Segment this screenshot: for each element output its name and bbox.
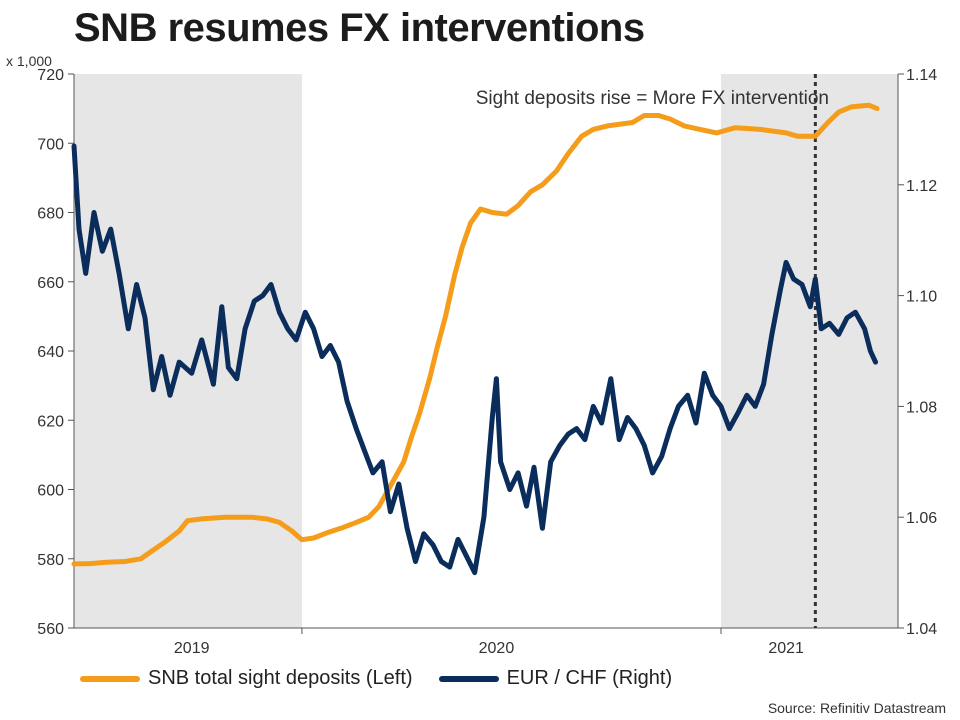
- right-tick-label: 1.08: [906, 399, 937, 416]
- legend-label-deposits: SNB total sight deposits (Left): [148, 667, 413, 689]
- eurchf-line: [71, 143, 878, 576]
- x-tick-label: 2021: [768, 640, 804, 657]
- right-axis-ticks: 1.04 1.06 1.08 1.10 1.12 1.14: [898, 67, 937, 638]
- legend-label-eurchf: EUR / CHF (Right): [506, 667, 673, 689]
- legend-item-deposits: SNB total sight deposits (Left): [80, 667, 413, 690]
- right-tick-label: 1.12: [906, 178, 937, 195]
- legend-swatch-eurchf: [438, 675, 499, 682]
- deposits-line: [71, 102, 880, 567]
- left-tick-label: 600: [37, 483, 64, 500]
- left-tick-label: 560: [37, 621, 64, 638]
- right-tick-label: 1.04: [906, 621, 937, 638]
- left-axis-unit: x 1,000: [6, 53, 52, 69]
- legend-item-eurchf: EUR / CHF (Right): [438, 667, 673, 690]
- shaded-period-0: [74, 74, 302, 628]
- series-lines: [71, 102, 880, 576]
- left-tick-label: 680: [37, 206, 64, 223]
- right-tick-label: 1.14: [906, 67, 937, 84]
- left-tick-label: 580: [37, 552, 64, 569]
- x-tick-label: 2020: [479, 640, 515, 657]
- left-tick-label: 660: [37, 275, 64, 292]
- x-axis-ticks: 2019 2020 2021: [174, 628, 804, 657]
- legend-swatch-deposits: [80, 675, 140, 682]
- right-tick-label: 1.10: [906, 289, 937, 306]
- right-tick-label: 1.06: [906, 510, 937, 527]
- left-tick-label: 700: [37, 136, 64, 153]
- chart-title: SNB resumes FX interventions: [74, 6, 645, 50]
- chart-annotation: Sight deposits rise = More FX interventi…: [476, 88, 829, 109]
- left-axis-ticks: 560 580 600 620 640 660 680 700 720: [37, 67, 74, 638]
- left-tick-label: 640: [37, 344, 64, 361]
- left-tick-label: 720: [37, 67, 64, 84]
- x-tick-label: 2019: [174, 640, 210, 657]
- legend: SNB total sight deposits (Left) EUR / CH…: [80, 667, 698, 690]
- left-tick-label: 620: [37, 413, 64, 430]
- source-note: Source: Refinitiv Datastream: [767, 700, 946, 716]
